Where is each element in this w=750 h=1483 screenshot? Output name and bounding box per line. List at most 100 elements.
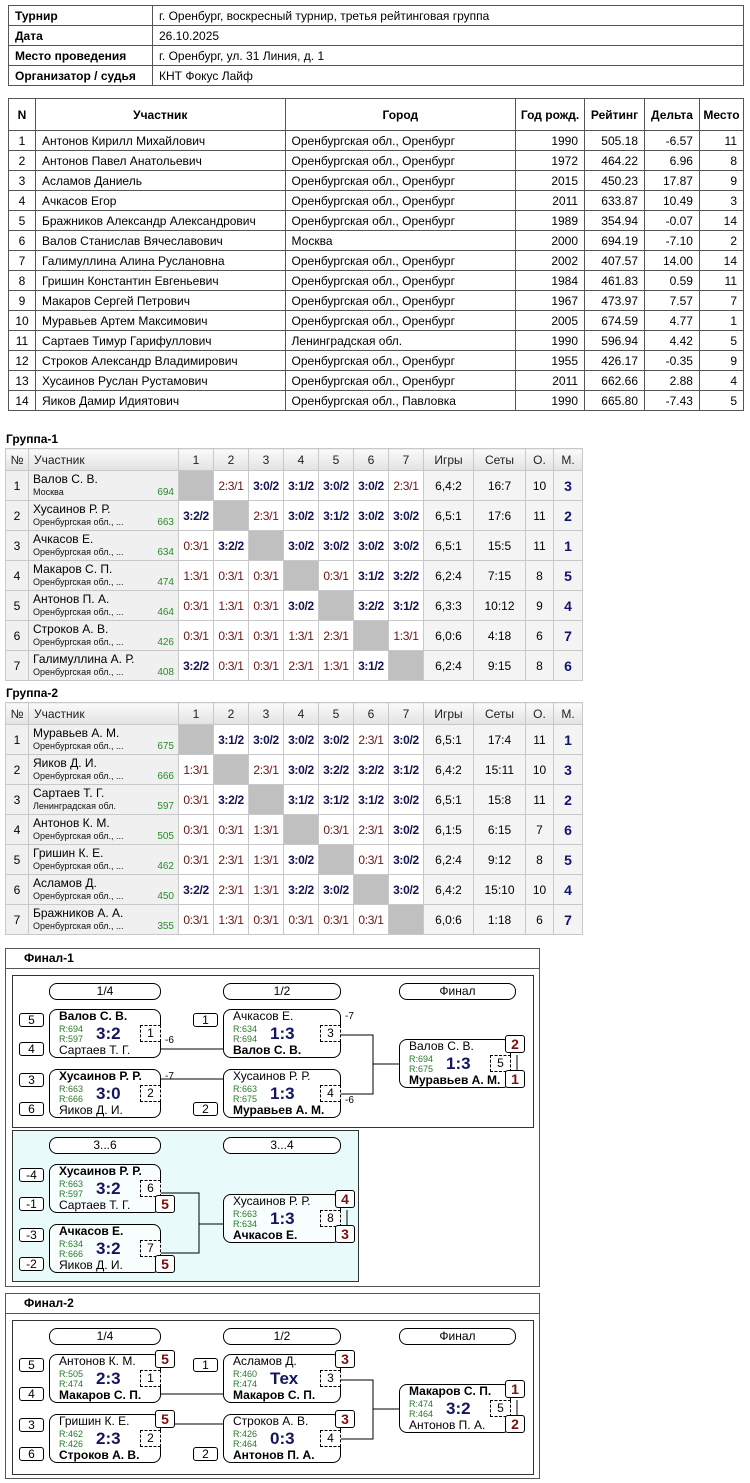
table-cell: Хусаинов Руслан Рустамович xyxy=(34,370,286,391)
match-result: 3:0/2 xyxy=(358,478,384,493)
table-cell: 4.77 xyxy=(644,310,700,331)
bracket-match[interactable]: Хусаинов Р. Р. R:663 R:597 3:2 6 Сартаев Т. Г… xyxy=(49,1164,161,1213)
match-result: 1:3/1 xyxy=(183,762,209,777)
result-cell: 2:3/1 xyxy=(388,470,424,501)
seed-top: -3 xyxy=(19,1228,44,1242)
table-row: 9 Макаров Сергей Петрович Оренбургская обл… xyxy=(8,290,745,311)
top-rating: R:460 xyxy=(233,1369,258,1379)
match-score: 3:0 xyxy=(96,1084,121,1103)
bracket-match[interactable]: Ачкасов Е. R:634 R:666 3:2 7 Яиков Д. И. xyxy=(49,1224,161,1273)
match-result: 2:3/1 xyxy=(253,508,279,523)
bracket-match[interactable]: Хусаинов Р. Р. R:663 R:666 3:0 2 Яиков Д. И. xyxy=(49,1069,161,1118)
group-row: 1 Валов С. В. Москва 694 2:3/1 3:0/2 3:1/2 3:0/… xyxy=(5,470,583,501)
result-cell: 0:3/1 xyxy=(248,590,284,621)
table-cell: 2015 xyxy=(515,170,586,191)
result-cell: 2:3/1 xyxy=(213,844,249,875)
match-result: 3:2/2 xyxy=(393,568,419,583)
place-cell: 2 xyxy=(553,500,583,531)
row-number: 7 xyxy=(5,650,29,681)
place-cell: 6 xyxy=(553,650,583,681)
result-cell: 3:0/2 xyxy=(283,754,319,785)
match-result: 1:3/1 xyxy=(323,658,349,673)
top-player: Валов С. В. xyxy=(59,1009,128,1023)
column-header: 6 xyxy=(353,702,389,725)
table-cell: Оренбургская обл., Оренбург xyxy=(284,210,517,231)
diagonal-cell xyxy=(248,784,284,815)
table-cell: 2 xyxy=(8,150,36,171)
top-rating: R:634 xyxy=(59,1239,84,1249)
column-header: 4 xyxy=(283,702,319,725)
table-row: 11 Сартаев Тимур Гарифуллович Ленинградска… xyxy=(8,330,745,351)
place-badge: 5 xyxy=(155,1255,175,1273)
diagonal-cell xyxy=(213,754,249,785)
match-result: 0:3/1 xyxy=(358,852,384,867)
table-cell: 11 xyxy=(698,270,745,291)
final-2-main-bracket: 1/4 1/2 Финал Антонов К. М. R:505 R:474 2:3 1 Ма… xyxy=(12,1320,534,1475)
match-result: 3:2/2 xyxy=(183,882,209,897)
table-cell: 665.80 xyxy=(584,390,645,411)
match-result: 3:2/2 xyxy=(183,658,209,673)
match-score: 1:3 xyxy=(270,1024,295,1043)
table-cell: 461.83 xyxy=(584,270,645,291)
bracket-match[interactable]: Хусаинов Р. Р. R:663 R:675 1:3 4 Муравьев А. … xyxy=(223,1069,341,1118)
participant-city: Оренбургская обл., ... xyxy=(33,921,124,931)
table-row: 5 Бражников Александр Александрович Оренбу… xyxy=(8,210,745,231)
info-value: 26.10.2025 xyxy=(152,25,744,46)
group-row: 7 Галимуллина А. Р. Оренбургская обл., ...… xyxy=(5,650,583,681)
table-cell: 11 xyxy=(8,330,36,351)
table-cell: Оренбургская обл., Оренбург xyxy=(284,290,517,311)
table-cell: 10 xyxy=(8,310,36,331)
table-cell: Антонов Кирилл Михайлович xyxy=(34,130,286,151)
result-cell: 1:3/1 xyxy=(283,620,319,651)
game-number: 4 xyxy=(320,1085,341,1102)
row-number: 6 xyxy=(5,874,29,905)
result-cell: 0:3/1 xyxy=(353,904,389,935)
match-result: 3:0/2 xyxy=(288,508,314,523)
column-header: 3 xyxy=(248,448,284,471)
result-cell: 3:2/2 xyxy=(178,650,214,681)
participant-city: Оренбургская обл., ... xyxy=(33,577,124,587)
participant-name: Ачкасов Е. xyxy=(33,532,94,546)
bottom-player: Валов С. В. xyxy=(233,1043,302,1057)
participant-name: Галимуллина А. Р. xyxy=(33,652,135,666)
result-cell: 3:2/2 xyxy=(178,500,214,531)
result-cell: 3:0/2 xyxy=(318,724,354,755)
table-row: 4 Ачкасов Егор Оренбургская обл., Оренбург… xyxy=(8,190,745,211)
table-cell: -6.57 xyxy=(644,130,700,151)
table-cell: 7 xyxy=(698,290,745,311)
bracket-match[interactable]: Асламов Д. R:460 R:474 Тех 3 Макаров С. П. xyxy=(223,1354,341,1403)
place-badge: 1 xyxy=(505,1380,525,1398)
bracket-match[interactable]: Антонов К. М. R:505 R:474 2:3 1 Макаров С. П. xyxy=(49,1354,161,1403)
table-cell: Строков Александр Владимирович xyxy=(34,350,286,371)
sets-cell: 10:12 xyxy=(473,590,526,621)
bracket-match[interactable]: Гришин К. Е. R:462 R:426 2:3 2 Строков А. В. xyxy=(49,1414,161,1463)
bracket-match[interactable]: Валов С. В. R:694 R:675 1:3 5 Муравьев А. М. xyxy=(399,1039,511,1088)
bracket-match[interactable]: Хусаинов Р. Р. R:663 R:634 1:3 8 Ачкасов Е. xyxy=(223,1194,341,1243)
round-header: 3...6 xyxy=(49,1137,161,1154)
result-cell: 3:1/2 xyxy=(353,784,389,815)
points-cell: 8 xyxy=(525,560,554,591)
match-result: 3:1/2 xyxy=(218,732,244,747)
table-cell: Яиков Дамир Идиятович xyxy=(34,390,286,411)
match-result: 2:3/1 xyxy=(218,478,244,493)
final-1-main-bracket: 1/4 1/2 Финал Валов С. В. R:694 R:597 3:2 1 Сарт… xyxy=(12,975,534,1128)
bracket-match[interactable]: Ачкасов Е. R:634 R:694 1:3 3 Валов С. В. xyxy=(223,1009,341,1058)
games-cell: 6,2:4 xyxy=(423,650,474,681)
bracket-match[interactable]: Строков А. В. R:426 R:464 0:3 4 Антонов П. А. xyxy=(223,1414,341,1463)
bottom-rating: R:666 xyxy=(59,1249,84,1259)
place-cell: 7 xyxy=(553,620,583,651)
table-cell: 464.22 xyxy=(584,150,645,171)
sets-cell: 9:15 xyxy=(473,650,526,681)
result-cell: 3:0/2 xyxy=(388,814,424,845)
bracket-match[interactable]: Валов С. В. R:694 R:597 3:2 1 Сартаев Т. Г. xyxy=(49,1009,161,1058)
table-cell: Муравьев Артем Максимович xyxy=(34,310,286,331)
header-row: № Участник 1 2 3 4 5 6 7 Игры Сеты О. М. xyxy=(5,448,583,471)
result-cell: 3:1/2 xyxy=(353,560,389,591)
result-cell: 2:3/1 xyxy=(353,724,389,755)
game-number: 7 xyxy=(140,1240,161,1257)
place-badge: 3 xyxy=(335,1410,355,1428)
match-result: 0:3/1 xyxy=(183,598,209,613)
bracket-match[interactable]: Макаров С. П. R:474 R:464 3:2 5 Антонов П. А. xyxy=(399,1384,511,1433)
column-header: 6 xyxy=(353,448,389,471)
game-number: 5 xyxy=(490,1400,511,1417)
